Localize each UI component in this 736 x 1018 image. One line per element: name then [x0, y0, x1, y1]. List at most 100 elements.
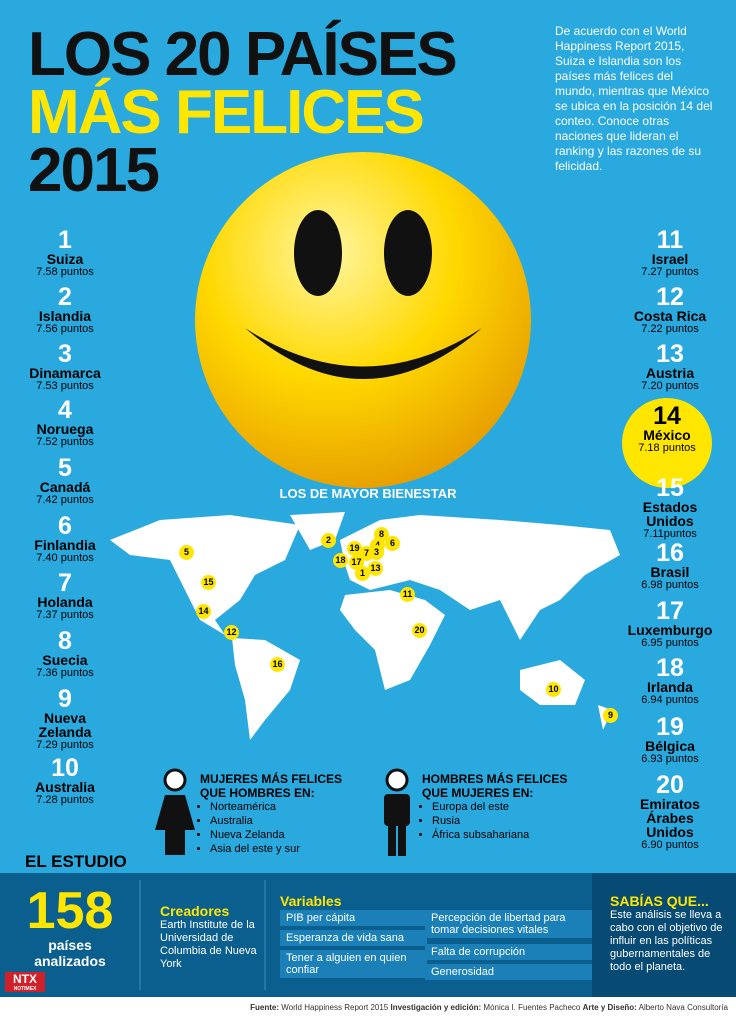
map-marker: 3 [369, 545, 384, 560]
rank-number: 14 [653, 402, 681, 430]
man-icon [384, 768, 410, 856]
score: 7.58 puntos [36, 266, 94, 278]
footer: Fuente: World Happiness Report 2015 Inve… [250, 1003, 728, 1012]
country: Israel [651, 251, 689, 267]
rank-number: 20 [656, 771, 684, 799]
variable: Generosidad [425, 964, 592, 980]
rank-entry: 12 Costa Rica 7.22 puntos [605, 285, 735, 336]
score: 7.37 puntos [36, 609, 94, 621]
country: Holanda [37, 594, 93, 610]
rank-entry: 14 México 7.18 puntos [622, 398, 712, 488]
study-label: EL ESTUDIO [25, 852, 127, 871]
score: 7.29 puntos [36, 739, 94, 751]
rank-number: 9 [58, 685, 72, 713]
rank-number: 11 [656, 226, 684, 254]
map-marker: 16 [270, 657, 285, 672]
map-marker: 6 [385, 536, 400, 551]
score: 7.36 puntos [36, 667, 94, 679]
country: Australia [35, 779, 95, 795]
country: Emiratos Árabes Unidos [640, 796, 700, 840]
score: 7.28 puntos [36, 794, 94, 806]
country: Costa Rica [633, 308, 707, 324]
logo-sub: NOTIMEX [13, 986, 37, 992]
variable: Esperanza de vida sana [280, 930, 427, 946]
logo: NTX NOTIMEX [5, 972, 45, 992]
rank-number: 17 [656, 597, 684, 625]
rank-entry: 15 Estados Unidos 7.11puntos [605, 476, 735, 541]
men-item: Rusia [432, 814, 582, 828]
title: LOS 20 PAÍSES [28, 20, 458, 89]
score: 7.56 puntos [36, 323, 94, 335]
rank-number: 8 [58, 627, 72, 655]
score: 6.98 puntos [641, 579, 699, 591]
map-marker: 18 [333, 553, 348, 568]
country: Noruega [36, 421, 94, 437]
creators-text: Earth Institute de la Universidad de Col… [160, 919, 257, 970]
fact: SABÍAS QUE... Este análisis se lleva a c… [610, 893, 725, 974]
country: México [643, 427, 691, 443]
rank-entry: 5 Canadá 7.42 puntos [0, 456, 130, 507]
rank-entry: 6 Finlandia 7.40 puntos [0, 514, 130, 565]
count-label: países analizados [34, 937, 106, 969]
score: 7.18 puntos [638, 442, 696, 454]
research-label: Investigación y edición: [390, 1003, 482, 1012]
map-marker: 13 [368, 561, 383, 576]
map-marker: 2 [321, 533, 336, 548]
title: MÁS FELICES [28, 78, 425, 147]
variable: Tener a alguien en quien confiar [280, 950, 427, 978]
rank-entry: 20 Emiratos Árabes Unidos 6.90 puntos [605, 773, 735, 852]
fact-panel [592, 873, 736, 997]
rank-entry: 7 Holanda 7.37 puntos [0, 571, 130, 622]
score: 7.42 puntos [36, 494, 94, 506]
women: MUJERES MÁS FELICES QUE HOMBRES EN: Nort… [200, 772, 360, 856]
women-item: Australia [210, 814, 360, 828]
creators: Creadores Earth Institute de la Universi… [160, 903, 260, 971]
rank-number: 18 [656, 654, 684, 682]
variable: PIB per cápita [280, 910, 427, 926]
country: Suecia [42, 652, 88, 668]
map-marker: 14 [196, 604, 211, 619]
rank-entry: 19 Bélgica 6.93 puntos [605, 715, 735, 766]
map-marker: 20 [412, 623, 427, 638]
map-marker: 5 [179, 545, 194, 560]
country: Estados Unidos [642, 499, 698, 529]
country: Finlandia [34, 537, 96, 553]
eye [384, 210, 432, 296]
women-item: Norteamérica [210, 800, 360, 814]
rank-number: 10 [51, 754, 79, 782]
map-marker: 10 [546, 682, 561, 697]
country: Nueva Zelanda [38, 710, 92, 740]
intro: De acuerdo con el World Happiness Report… [555, 24, 713, 173]
country: Canadá [39, 479, 91, 495]
rank-entry: 10 Australia 7.28 puntos [0, 756, 130, 807]
rank-entry: 17 Luxemburgo 6.95 puntos [605, 599, 735, 650]
women-item: Asia del este y sur [210, 842, 360, 856]
rank-entry: 16 Brasil 6.98 puntos [605, 541, 735, 592]
map-marker: 12 [224, 625, 239, 640]
score: 7.40 puntos [36, 552, 94, 564]
score: 7.11puntos [643, 528, 697, 540]
title: 2015 [28, 136, 160, 205]
count-panel: 158 países analizados [0, 885, 140, 969]
women-title: MUJERES MÁS FELICES QUE HOMBRES EN: [200, 772, 343, 800]
country: Irlanda [647, 679, 693, 695]
score: 6.90 puntos [641, 839, 699, 851]
rank-number: 2 [58, 283, 72, 311]
women-list: NorteaméricaAustraliaNueva ZelandaAsia d… [200, 800, 360, 856]
women-item: Nueva Zelanda [210, 828, 360, 842]
design-label: Arte y Diseño: [582, 1003, 637, 1012]
score: 6.94 puntos [641, 694, 699, 706]
rank-number: 16 [656, 539, 684, 567]
woman-icon [155, 768, 195, 855]
footer-band [0, 997, 736, 1018]
map-marker: 9 [603, 708, 618, 723]
rank-entry: 8 Suecia 7.36 puntos [0, 629, 130, 680]
rank-number: 13 [656, 340, 684, 368]
men-list: Europa del esteRusiaÁfrica subsahariana [422, 800, 582, 842]
men-title: HOMBRES MÁS FELICES QUE MUJERES EN: [422, 772, 568, 800]
fact-title: SABÍAS QUE... [610, 893, 709, 909]
rank-number: 3 [58, 340, 72, 368]
count: 158 [26, 882, 114, 940]
